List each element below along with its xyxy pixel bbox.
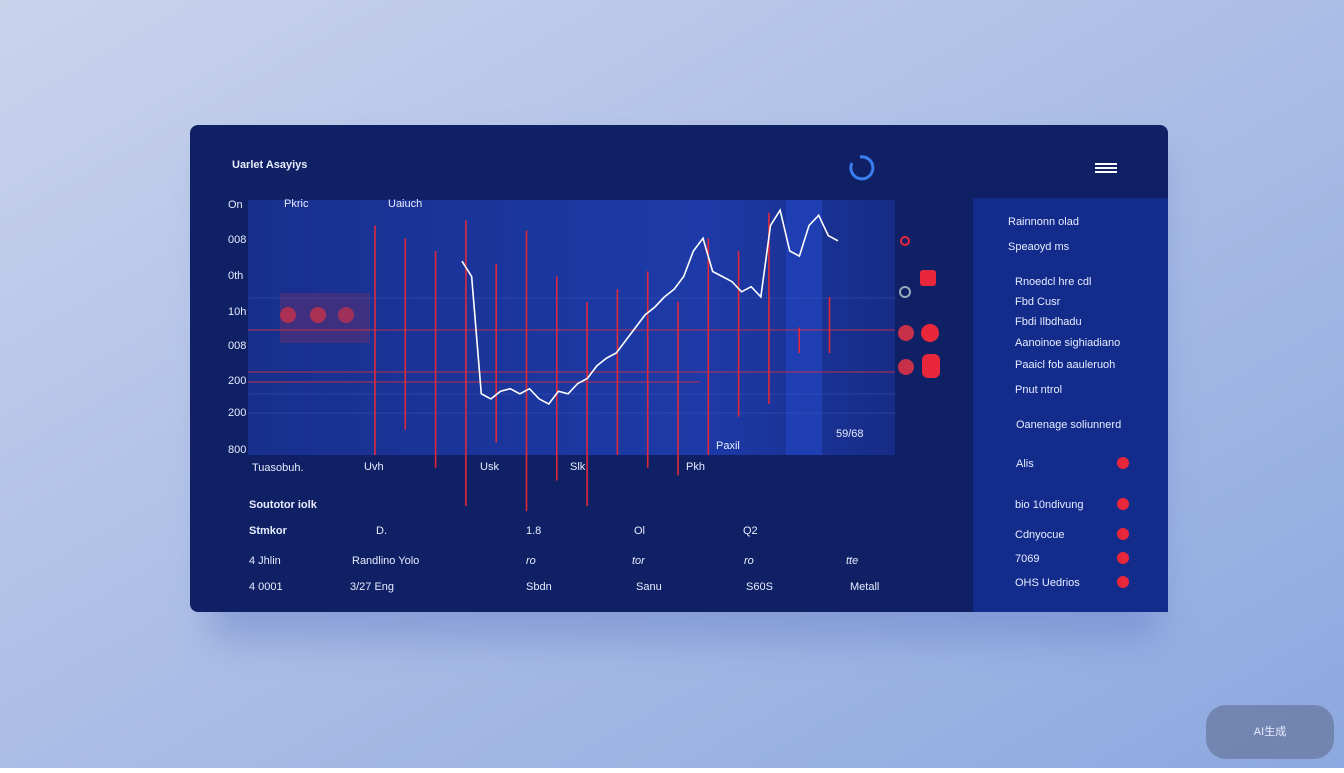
price-line [461,208,839,406]
panel-item: Fbdi Ilbdhadu [1015,316,1082,328]
summary-cell: 3/27 Eng [350,581,394,593]
y-label: 008 [228,234,246,246]
status-dot [1117,576,1129,588]
summary-cell: ro [526,555,536,567]
title: Uarlet Asayiys [232,159,307,171]
panel-item: Fbd Cusr [1015,296,1061,308]
x-label: Usk [480,461,499,473]
y-label: On [228,199,243,211]
summary-cell: Ol [634,525,645,537]
indicator-dots [280,236,940,378]
summary-cell: Sanu [636,581,662,593]
panel-item: Rainnonn olad [1008,216,1079,228]
menu-icon[interactable] [1095,163,1117,173]
summary-cell: 1.8 [526,525,541,537]
summary-cell: D. [376,525,387,537]
status-dot [1117,528,1129,540]
panel-item: Paaicl fob aauleruoh [1015,359,1115,371]
loader [849,155,875,181]
summary-cell: Randlino Yolo [352,555,419,567]
summary-title: Soutotor iolk [249,499,318,511]
panel-item: Oanenage soliunnerd [1016,419,1121,431]
x-label: Pkh [686,461,705,473]
annotation: Paxil [716,440,740,452]
summary-cell: Sbdn [526,581,552,593]
summary-cell: ro [744,555,754,567]
summary-cell: 4 Jhlin [249,555,281,567]
y-label: 200 [228,407,246,419]
panel-item: 7069 [1015,553,1039,565]
top-label: Pkric [284,198,309,210]
panel-item: Speaoyd ms [1008,241,1070,253]
x-label: Tuasobuh. [252,462,304,474]
y-label: 800 [228,444,246,456]
annotation: 59/68 [836,428,864,440]
summary-cell: 4 0001 [249,581,283,593]
summary-cell: Stmkor [249,525,288,537]
y-label: 10h [228,306,246,318]
watermark: AI生成 [1254,724,1286,738]
panel-item: OHS Uedrios [1015,577,1080,589]
panel-item: Aanoinoe sighiadiano [1015,337,1120,349]
x-label: Slk [570,461,586,473]
y-label: 008 [228,340,246,352]
highlight-band [786,200,822,455]
status-dot [1117,457,1129,469]
panel-item: bio 10ndivung [1015,499,1084,511]
y-label: 200 [228,375,246,387]
status-dot [1117,498,1129,510]
grid [248,297,895,414]
side-panel [973,198,1168,612]
panel-item: Pnut ntrol [1015,384,1062,396]
summary-cell: Metall [850,581,879,593]
watermark-bg [1206,705,1334,759]
top-label: Uaiuch [388,198,422,210]
panel-item: Cdnyocue [1015,529,1065,541]
summary-cell: tor [632,555,646,567]
summary-cell: S60S [746,581,773,593]
panel-item: Alis [1016,458,1034,470]
summary-cell: Q2 [743,525,758,537]
panel-item: Rnoedcl hre cdl [1015,276,1091,288]
x-label: Uvh [364,461,384,473]
level-lines [248,329,895,383]
summary-cell: tte [846,555,858,567]
y-label: 0th [228,270,243,282]
status-dot [1117,552,1129,564]
